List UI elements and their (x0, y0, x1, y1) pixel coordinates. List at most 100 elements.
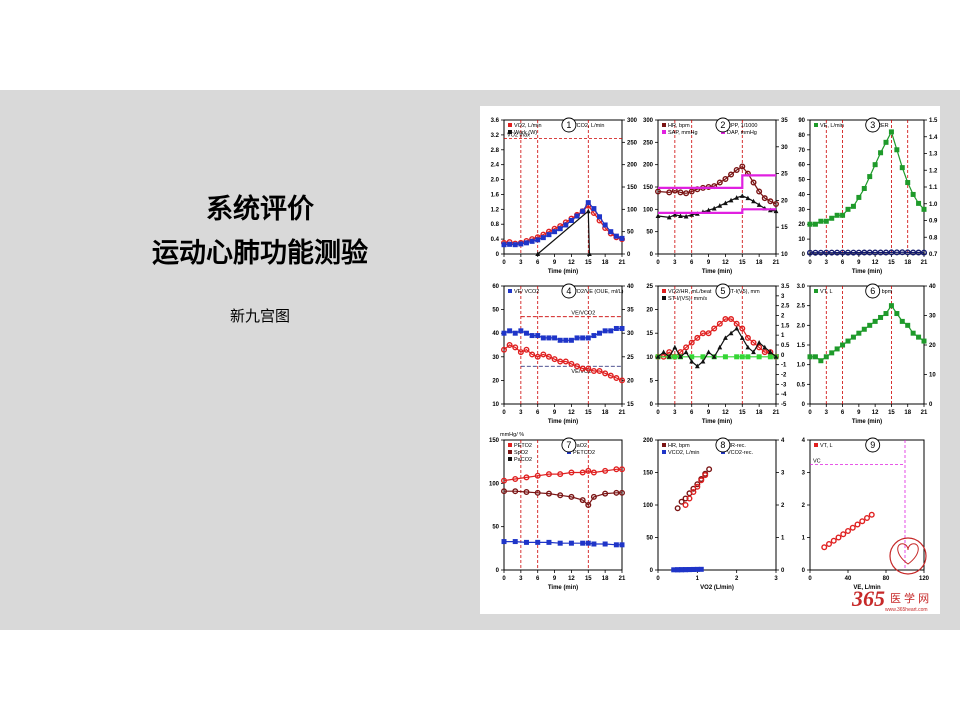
series-vco2-l-min (501, 200, 625, 248)
data-point (829, 350, 835, 356)
data-point (921, 249, 928, 256)
data-point (591, 206, 597, 212)
data-point (823, 249, 830, 256)
x-tick-label: 3 (519, 410, 523, 416)
data-point (568, 493, 575, 500)
legend: HR, bpm RPP, 1/1000 SAP, mmHg DAP, mmHg (662, 123, 757, 136)
data-point (678, 213, 683, 219)
data-point (702, 472, 709, 479)
legend-entry: VE, L/min (820, 123, 844, 129)
data-point (762, 344, 768, 350)
data-point (854, 521, 861, 528)
data-point (518, 328, 524, 334)
data-point (563, 337, 569, 343)
x-tick-label: 3 (774, 576, 778, 582)
x-tick-label: 9 (707, 260, 711, 266)
data-point (728, 330, 734, 336)
data-point (675, 567, 681, 573)
x-tick-label: 0 (808, 410, 812, 416)
data-point (915, 249, 922, 256)
data-point (602, 328, 608, 334)
series-hr-bpm (654, 163, 780, 207)
data-point (883, 139, 889, 145)
data-point (501, 242, 507, 248)
plot-frame (657, 439, 777, 571)
data-point (694, 334, 701, 341)
y-tick-label-right: 20 (781, 198, 788, 204)
x-tick-label: 3 (673, 260, 677, 266)
data-point (807, 354, 813, 360)
y-tick-label-right: 0.9 (929, 219, 938, 225)
data-point (767, 354, 773, 360)
data-point (552, 229, 558, 235)
x-tick-label: 18 (756, 260, 763, 266)
data-point (711, 205, 717, 211)
y-tick-label-left: 50 (646, 230, 653, 236)
x-tick-label: 18 (602, 260, 609, 266)
data-point (534, 472, 541, 479)
data-point (829, 215, 835, 221)
data-point (585, 335, 591, 341)
data-point (512, 476, 519, 483)
data-point (574, 335, 580, 341)
panel-number: 2 (720, 120, 725, 130)
data-point (540, 235, 546, 241)
y-tick-label-right: -2 (781, 373, 787, 379)
series-vo2-ve-oue-ml-l- (501, 341, 625, 384)
series-line (503, 468, 622, 482)
x-axis-label: Time (min) (852, 419, 882, 425)
data-point (761, 349, 768, 356)
data-point (557, 226, 563, 232)
data-point (618, 377, 625, 384)
data-point (823, 354, 829, 360)
data-point (501, 346, 508, 353)
legend-swatch (662, 443, 666, 447)
legend: HR, bpm HR-rec. VCO2, L/min VCO2-rec. (662, 443, 753, 456)
y-tick-label-left: 0 (496, 252, 500, 258)
data-point (690, 489, 697, 496)
data-point (821, 544, 828, 551)
data-point (529, 238, 535, 244)
data-point (688, 339, 695, 346)
data-point (905, 322, 911, 328)
data-point (506, 341, 513, 348)
data-point (672, 354, 678, 360)
y-tick-label-left: 4 (802, 438, 806, 444)
data-point (551, 356, 558, 363)
y-tick-label-right: 3.5 (781, 284, 790, 290)
panel-number-circle (561, 117, 577, 133)
y-tick-label-left: 60 (798, 163, 805, 169)
legend-entry: SAP, mmHg (668, 130, 698, 136)
y-tick-label-right: 100 (627, 207, 638, 213)
data-point (689, 212, 695, 217)
y-tick-label-right: 0.5 (781, 343, 790, 349)
data-point (613, 233, 619, 239)
y-tick-label-left: 250 (643, 140, 654, 146)
watermark-number: 365 (851, 586, 885, 611)
x-tick-label: 21 (921, 260, 928, 266)
x-tick-label: 12 (872, 260, 879, 266)
data-point (904, 249, 911, 256)
data-point (580, 208, 586, 214)
y-tick-label-left: 0 (802, 252, 806, 258)
legend-entry: VE/ VCO2 (514, 289, 539, 295)
data-point (850, 334, 856, 340)
y-tick-label-right: 250 (627, 140, 638, 146)
legend-entry: HR-rec. (727, 443, 746, 449)
x-tick-label: 15 (888, 410, 895, 416)
data-point (826, 541, 833, 548)
data-point (739, 325, 746, 332)
data-point (683, 213, 689, 219)
x-tick-label: 9 (553, 260, 557, 266)
data-point (661, 349, 667, 355)
data-point (845, 528, 852, 535)
data-point (739, 193, 745, 198)
data-point (546, 539, 552, 545)
y-tick-label-right: 1.5 (781, 323, 790, 329)
x-tick-label: 0 (656, 410, 660, 416)
data-point (883, 249, 890, 256)
data-point (517, 349, 524, 356)
legend-swatch (662, 130, 666, 134)
data-point (910, 330, 916, 336)
